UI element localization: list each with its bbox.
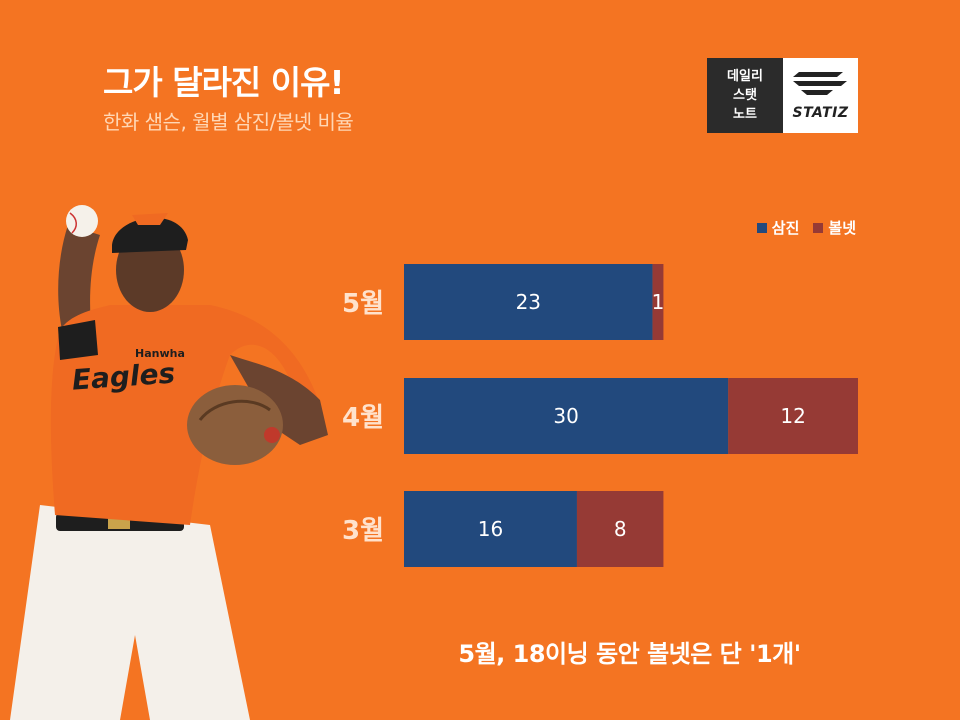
- data-label-walk: 8: [614, 517, 627, 541]
- logo-brand-text: STATIZ: [792, 105, 849, 121]
- category-label: 3월: [342, 516, 384, 546]
- chart-footnote: 5월, 18이닝 동안 볼넷은 단 '1개': [458, 640, 801, 668]
- pitcher-photo: Eagles Hanwha: [10, 205, 328, 720]
- logo-stripes-icon: [793, 72, 847, 95]
- data-label-strikeout: 16: [478, 517, 503, 541]
- chart-legend: 삼진 볼넷: [756, 217, 856, 238]
- bar-walk: [728, 378, 858, 454]
- data-label-strikeout: 30: [553, 404, 578, 428]
- logo-daily-stat-note: 데일리 스탯 노트: [707, 58, 783, 133]
- legend-label-strikeout: 삼진: [771, 219, 800, 237]
- bar-strikeout: [404, 264, 653, 340]
- legend-label-walk: 볼넷: [828, 219, 856, 237]
- logo-line: 노트: [733, 107, 757, 122]
- legend-item-walk: 볼넷: [813, 217, 856, 238]
- logo-line: 데일리: [727, 69, 763, 84]
- baseball-icon: [66, 205, 98, 237]
- bar-walk: [652, 264, 664, 340]
- chart-title: 그가 달라진 이유!: [103, 63, 345, 102]
- category-label: 4월: [342, 403, 384, 433]
- bar-strikeout: [404, 378, 729, 454]
- logo-line: 스탯: [733, 88, 757, 103]
- data-label-walk: 12: [780, 404, 805, 428]
- bar-walk: [576, 491, 664, 567]
- legend-swatch-strikeout: [756, 222, 767, 233]
- cap-icon: [112, 217, 188, 253]
- chart-subtitle: 한화 샘슨, 월별 삼진/볼넷 비율: [103, 110, 354, 134]
- legend-swatch-walk: [813, 222, 824, 233]
- svg-text:Eagles: Eagles: [71, 356, 176, 396]
- svg-text:Hanwha: Hanwha: [135, 347, 185, 360]
- glove-icon: [187, 385, 283, 465]
- statiz-logo: 데일리 스탯 노트 STATIZ: [707, 58, 858, 133]
- category-label: 5월: [342, 289, 384, 319]
- data-label-walk: 1: [652, 290, 665, 314]
- data-label-strikeout: 23: [516, 290, 541, 314]
- bar-strikeout: [404, 491, 577, 567]
- logo-brand-box: STATIZ: [783, 58, 858, 133]
- legend-item-strikeout: 삼진: [756, 217, 800, 238]
